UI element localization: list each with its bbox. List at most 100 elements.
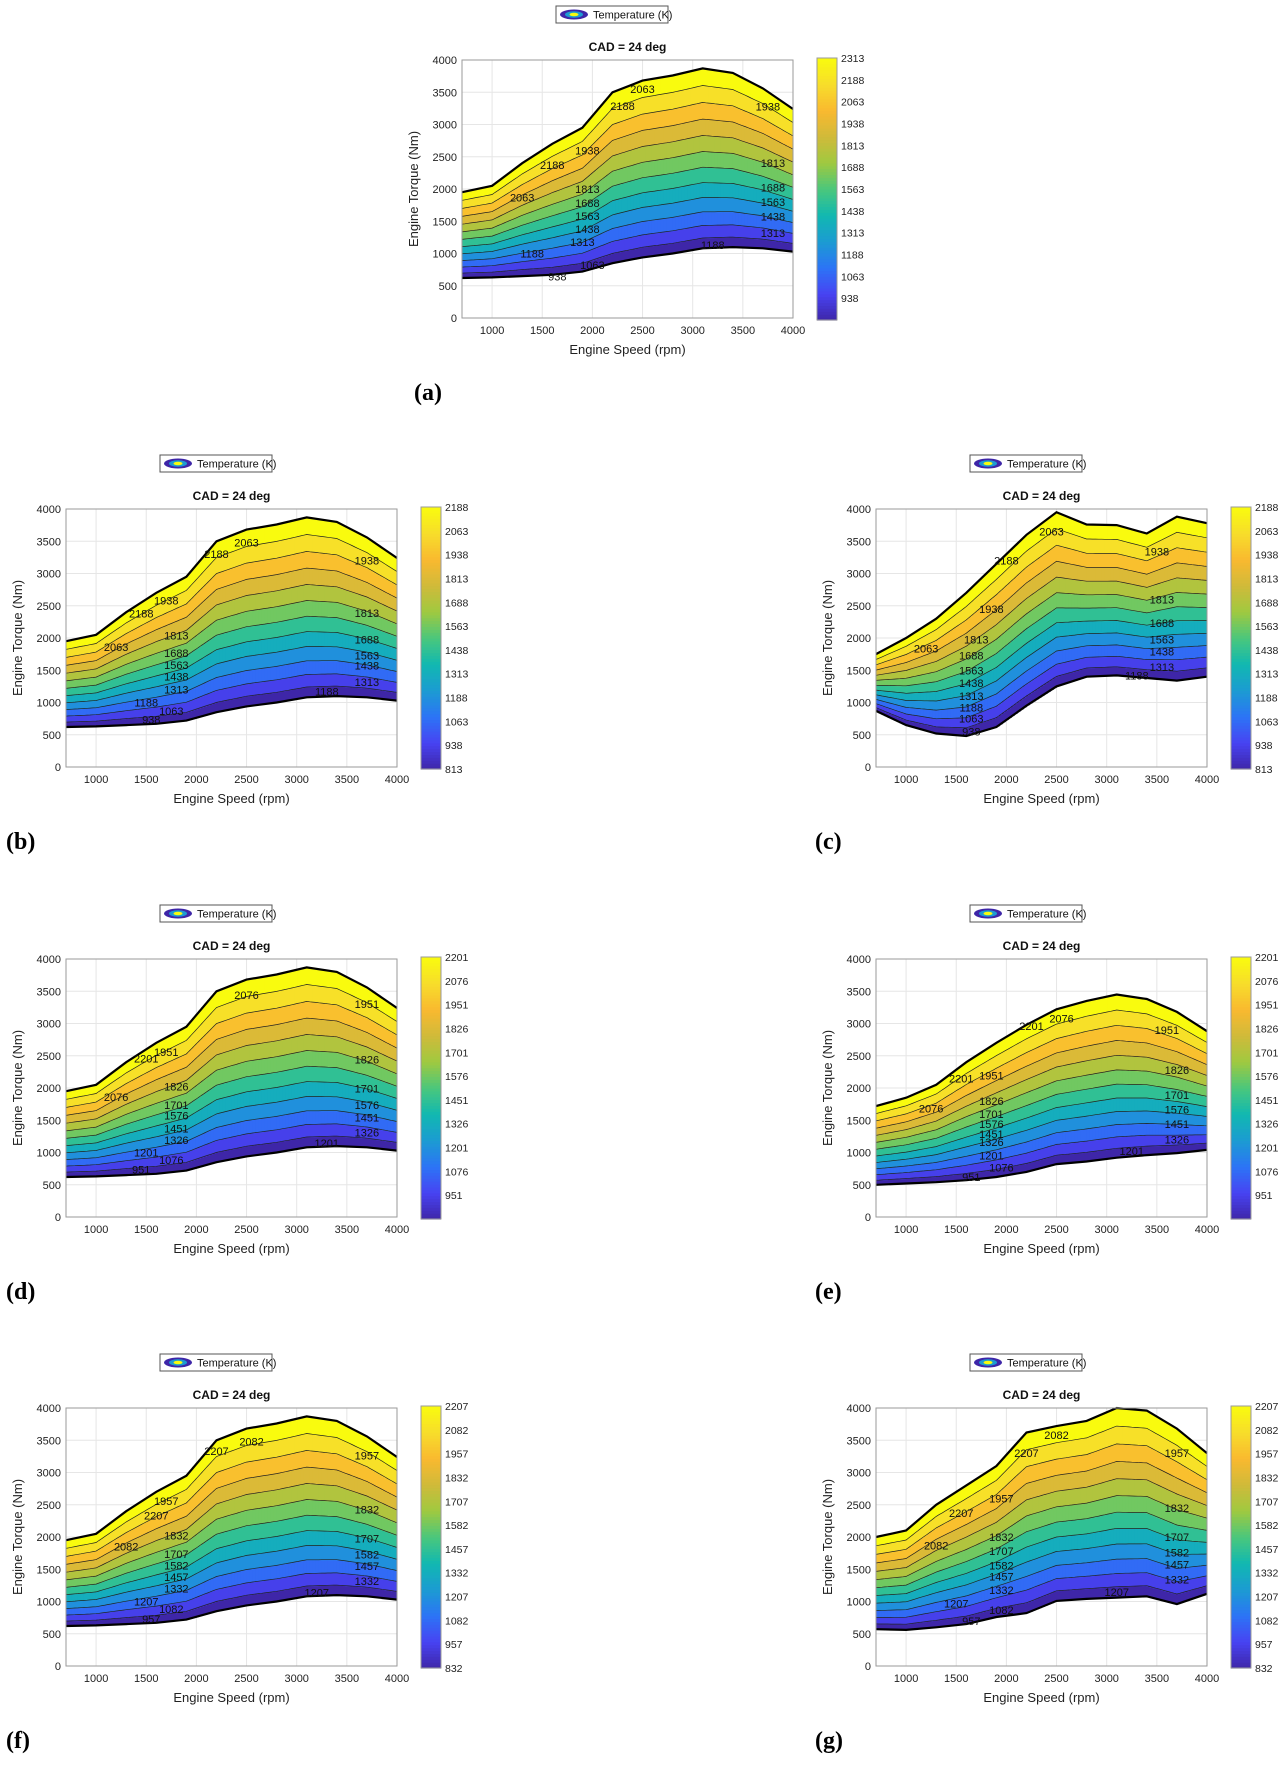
contour-band — [255, 625, 259, 641]
contour-band — [183, 712, 187, 722]
contour-band — [237, 581, 241, 599]
contour-band — [591, 144, 595, 159]
contour-band — [1161, 670, 1166, 680]
contour-band — [1050, 595, 1054, 612]
contour-band — [554, 214, 559, 227]
contour-band — [140, 1108, 145, 1120]
contour-band — [645, 206, 649, 222]
contour-band — [1134, 530, 1139, 546]
contour-band — [168, 636, 172, 650]
contour-band — [681, 72, 685, 91]
contour-band — [968, 642, 973, 657]
contour-band — [137, 699, 142, 710]
contour-band — [1083, 538, 1087, 554]
colorbar-segment — [421, 600, 441, 604]
contour-band — [675, 124, 679, 142]
contour-band — [110, 1120, 115, 1130]
contour-band — [146, 716, 151, 725]
contour-band — [225, 601, 229, 618]
contour-band — [690, 104, 694, 122]
contour-band — [204, 628, 208, 643]
contour-band — [657, 190, 661, 206]
contour-band — [651, 233, 655, 247]
contour-band — [189, 677, 193, 690]
contour-band — [1197, 607, 1202, 622]
contour-band — [1122, 633, 1127, 647]
contour-band — [950, 641, 955, 654]
contour-band — [711, 69, 716, 88]
colorbar-segment — [1231, 696, 1251, 700]
contour-band — [518, 205, 523, 217]
contour-band — [243, 579, 247, 597]
contour-band — [881, 668, 886, 675]
colorbar-segment — [1231, 745, 1251, 750]
colorbar-segment — [421, 541, 441, 546]
contour-band — [923, 635, 928, 646]
contour-label: 1563 — [355, 650, 379, 662]
chart-title: CAD = 24 deg — [193, 489, 271, 503]
contour-band — [77, 1158, 82, 1166]
contour-band — [324, 686, 329, 698]
contour-band — [1122, 555, 1127, 570]
contour-band — [687, 185, 691, 201]
contour-band — [875, 695, 880, 701]
contour-band — [771, 240, 776, 250]
contour-band — [491, 219, 496, 228]
contour-band — [699, 197, 704, 213]
contour-band — [786, 221, 791, 234]
contour-band — [518, 244, 523, 254]
colorbar-tick-label: 1813 — [841, 140, 865, 152]
contour-band — [1200, 620, 1205, 634]
contour-band — [177, 1119, 181, 1133]
contour-band — [756, 160, 761, 176]
contour-band — [1155, 584, 1160, 599]
contour-band — [908, 635, 913, 645]
contour-band — [110, 1154, 115, 1163]
contour-band — [1167, 580, 1172, 595]
contour-band — [509, 200, 514, 211]
contour-band — [1137, 658, 1142, 670]
contour-band — [1023, 629, 1027, 645]
contour-band — [342, 634, 347, 649]
contour-band — [122, 1152, 127, 1162]
contour-band — [1071, 518, 1075, 535]
contour-band — [741, 156, 746, 172]
colorbar-segment — [817, 133, 837, 138]
contour-band — [1056, 636, 1060, 652]
contour-band — [168, 1061, 172, 1075]
colorbar-segment — [421, 699, 441, 703]
contour-band — [155, 1156, 160, 1167]
contour-line — [461, 135, 794, 225]
colorbar-segment — [421, 725, 441, 729]
contour-band — [536, 187, 541, 199]
colorbar-segment — [817, 197, 837, 202]
contour-band — [74, 687, 79, 696]
y-tick-label: 1000 — [37, 698, 61, 710]
contour-band — [1197, 633, 1202, 647]
contour-band — [675, 187, 679, 203]
contour-band — [291, 649, 295, 664]
contour-band — [984, 686, 988, 699]
contour-band — [473, 222, 478, 231]
contour-band — [1083, 608, 1087, 622]
contour-band — [366, 652, 371, 666]
contour-band — [1185, 620, 1190, 635]
contour-band — [155, 629, 160, 642]
contour-band — [744, 226, 749, 239]
contour-band — [690, 227, 694, 241]
contour-band — [675, 156, 679, 173]
contour-band — [693, 213, 698, 228]
contour-band — [1089, 620, 1093, 635]
contour-band — [1077, 594, 1081, 609]
contour-band — [920, 674, 925, 685]
contour-band — [774, 126, 779, 142]
contour-band — [297, 602, 302, 619]
contour-band — [926, 709, 931, 719]
contour-band — [65, 1099, 70, 1108]
contour-band — [1122, 541, 1127, 556]
contour-band — [984, 646, 988, 661]
contour-band — [1140, 546, 1145, 561]
contour-band — [375, 601, 380, 617]
contour-band — [161, 1112, 166, 1125]
contour-band — [201, 695, 205, 708]
